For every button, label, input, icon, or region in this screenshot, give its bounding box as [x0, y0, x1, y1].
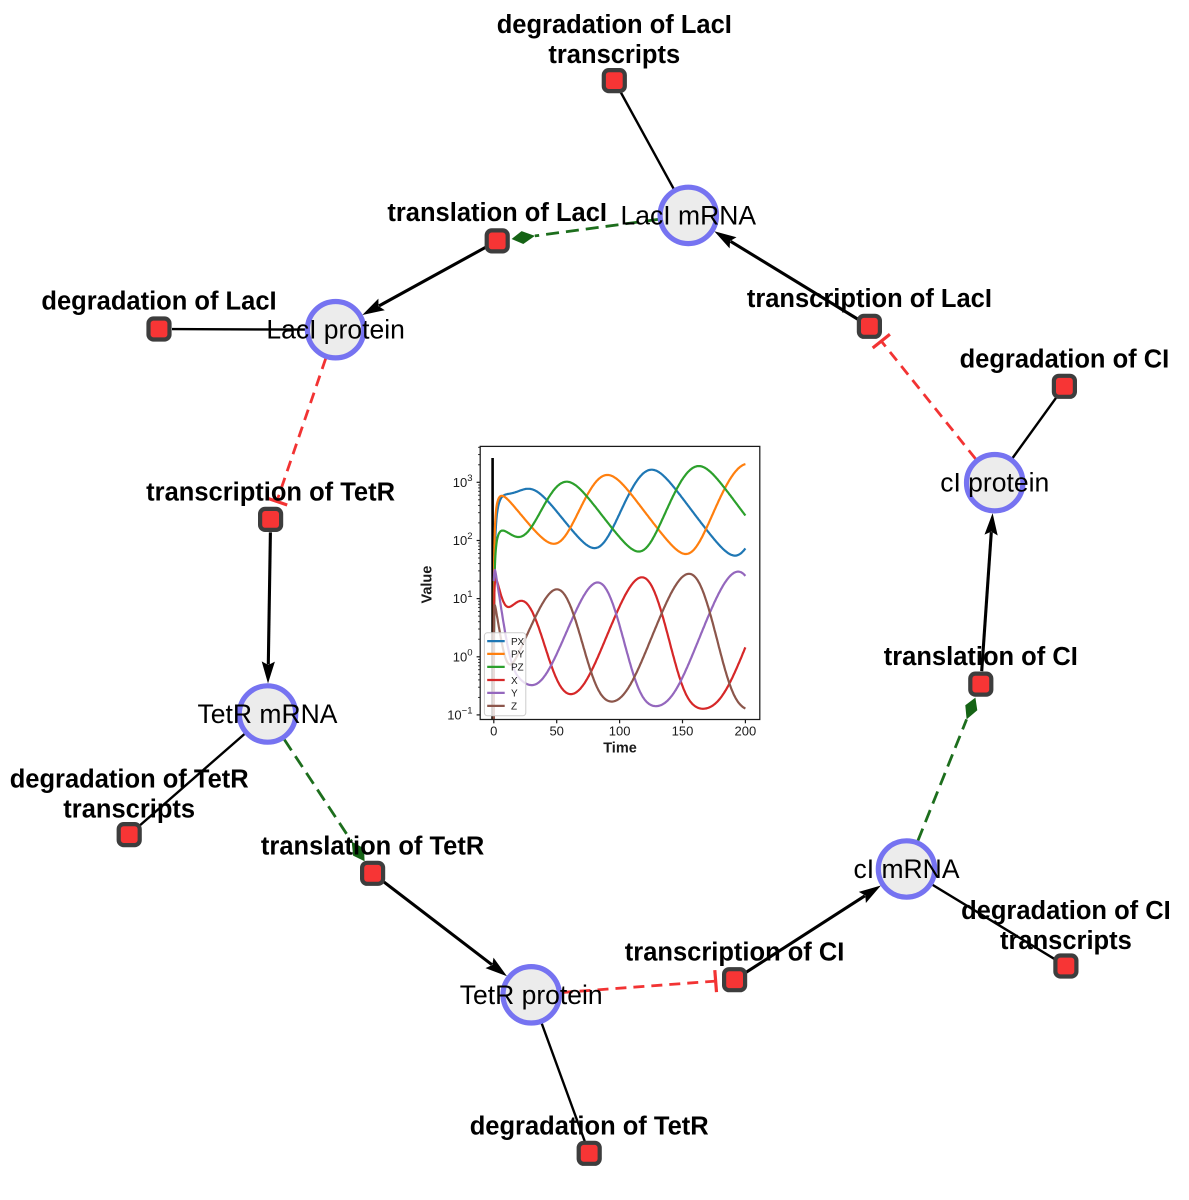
svg-text:transcripts: transcripts	[1000, 927, 1132, 955]
svg-text:transcription of CI: transcription of CI	[625, 939, 845, 967]
svg-text:degradation of CI: degradation of CI	[960, 346, 1170, 374]
svg-text:degradation of TetR: degradation of TetR	[10, 766, 249, 794]
svg-text:50: 50	[549, 724, 563, 739]
svg-text:PZ: PZ	[511, 663, 523, 674]
svg-text:degradation of TetR: degradation of TetR	[470, 1112, 709, 1140]
svg-text:transcription of TetR: transcription of TetR	[146, 479, 395, 507]
svg-text:cI protein: cI protein	[940, 468, 1049, 498]
svg-text:Z: Z	[511, 702, 517, 713]
svg-text:200: 200	[735, 724, 757, 739]
svg-text:TetR protein: TetR protein	[460, 980, 603, 1010]
svg-text:translation of CI: translation of CI	[884, 643, 1078, 671]
svg-text:transcripts: transcripts	[548, 41, 680, 69]
svg-text:X: X	[511, 676, 518, 687]
svg-text:cI mRNA: cI mRNA	[854, 854, 960, 884]
svg-text:150: 150	[672, 724, 694, 739]
svg-text:LacI protein: LacI protein	[266, 315, 404, 345]
svg-text:Value: Value	[420, 566, 436, 604]
svg-text:transcription of LacI: transcription of LacI	[747, 285, 992, 313]
svg-text:PX: PX	[511, 637, 524, 648]
svg-text:translation of LacI: translation of LacI	[387, 199, 607, 227]
svg-text:Y: Y	[511, 689, 518, 700]
svg-text:LacI mRNA: LacI mRNA	[621, 200, 757, 230]
svg-text:0: 0	[490, 724, 497, 739]
svg-text:100: 100	[609, 724, 631, 739]
svg-text:degradation of CI: degradation of CI	[961, 897, 1171, 925]
svg-text:degradation of LacI: degradation of LacI	[497, 11, 732, 39]
svg-text:transcripts: transcripts	[63, 796, 195, 824]
svg-text:TetR mRNA: TetR mRNA	[198, 699, 338, 729]
svg-text:degradation of LacI: degradation of LacI	[41, 288, 276, 316]
svg-text:PY: PY	[511, 650, 524, 661]
svg-text:Time: Time	[603, 741, 637, 757]
svg-text:translation of TetR: translation of TetR	[261, 833, 484, 861]
